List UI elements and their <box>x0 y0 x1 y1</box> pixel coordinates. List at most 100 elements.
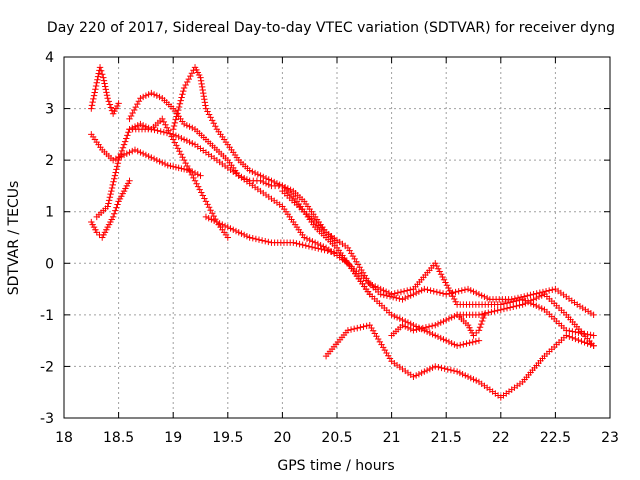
data-point <box>160 118 168 126</box>
data-point <box>191 177 199 184</box>
data-point <box>439 290 447 297</box>
data-point <box>293 240 300 247</box>
x-tick-label: 18.5 <box>103 430 134 446</box>
data-point <box>433 262 440 270</box>
data-point <box>197 77 205 84</box>
data-point <box>437 334 444 342</box>
data-point <box>432 321 439 329</box>
data-point <box>265 238 272 246</box>
data-point <box>443 282 451 289</box>
series-track-2 <box>88 64 122 117</box>
data-point <box>377 285 384 293</box>
data-point <box>444 366 451 373</box>
data-point <box>137 149 144 156</box>
data-point <box>227 225 234 232</box>
data-point <box>478 292 485 299</box>
data-point <box>151 126 158 134</box>
data-point <box>410 327 417 334</box>
data-point <box>445 338 453 346</box>
data-point <box>172 164 180 171</box>
data-point <box>175 103 183 111</box>
data-point <box>480 314 487 322</box>
data-point <box>188 171 196 179</box>
data-point <box>538 292 545 299</box>
data-point <box>453 342 461 349</box>
data-point <box>470 376 477 383</box>
data-point <box>500 305 508 313</box>
data-point <box>182 81 189 89</box>
series-track-9 <box>279 187 597 339</box>
data-point <box>112 155 120 163</box>
data-point <box>235 229 242 236</box>
data-point <box>179 153 186 161</box>
data-point <box>451 312 458 320</box>
data-point <box>177 151 185 158</box>
data-point <box>439 273 446 281</box>
data-point <box>172 116 179 123</box>
x-tick-label: 21 <box>383 430 401 446</box>
data-point <box>516 302 523 309</box>
data-point <box>142 151 150 159</box>
data-point <box>446 287 454 294</box>
data-point <box>185 165 192 173</box>
data-point <box>467 374 474 382</box>
data-point <box>590 332 597 339</box>
data-point <box>258 237 266 244</box>
data-point <box>170 131 177 138</box>
data-point <box>196 186 203 193</box>
data-point <box>458 287 465 294</box>
data-point <box>455 288 462 295</box>
data-point <box>210 217 218 224</box>
y-tick-label: 1 <box>45 205 54 221</box>
data-point <box>396 295 403 302</box>
data-point <box>491 307 498 315</box>
data-point <box>443 291 450 298</box>
data-point <box>315 245 322 252</box>
data-point <box>184 78 191 86</box>
data-point <box>160 128 168 136</box>
data-point <box>415 288 423 295</box>
data-point <box>180 84 188 92</box>
data-point <box>199 86 206 94</box>
data-point <box>357 324 364 331</box>
data-point <box>399 296 406 303</box>
data-point <box>485 309 492 316</box>
data-point <box>119 144 127 151</box>
data-point <box>393 294 400 302</box>
data-point <box>177 97 184 104</box>
data-point <box>452 298 459 305</box>
data-point <box>111 175 118 182</box>
data-point <box>126 115 133 123</box>
data-point <box>503 305 511 312</box>
data-point <box>476 324 484 331</box>
data-point <box>174 145 182 152</box>
data-point <box>422 324 430 331</box>
data-point <box>464 373 472 380</box>
data-point <box>347 326 355 333</box>
data-point <box>123 135 130 142</box>
data-point <box>426 365 434 373</box>
data-point <box>110 178 117 186</box>
data-point <box>134 147 141 155</box>
data-point <box>421 368 428 375</box>
data-point <box>163 129 171 137</box>
data-point <box>311 244 319 252</box>
data-point <box>445 284 452 292</box>
data-point <box>109 181 116 189</box>
data-point <box>521 293 528 300</box>
data-point <box>209 209 216 217</box>
data-point <box>116 153 123 161</box>
data-point <box>569 334 576 341</box>
data-point <box>205 111 213 118</box>
data-point <box>284 185 292 192</box>
data-point <box>473 377 480 384</box>
data-point <box>200 92 207 100</box>
data-point <box>456 369 464 377</box>
data-point <box>327 248 334 255</box>
data-point <box>572 328 579 336</box>
data-point <box>255 236 263 243</box>
data-point <box>407 325 414 333</box>
x-tick-label: 21.5 <box>431 430 462 446</box>
data-point <box>216 220 223 227</box>
data-point <box>212 123 219 130</box>
